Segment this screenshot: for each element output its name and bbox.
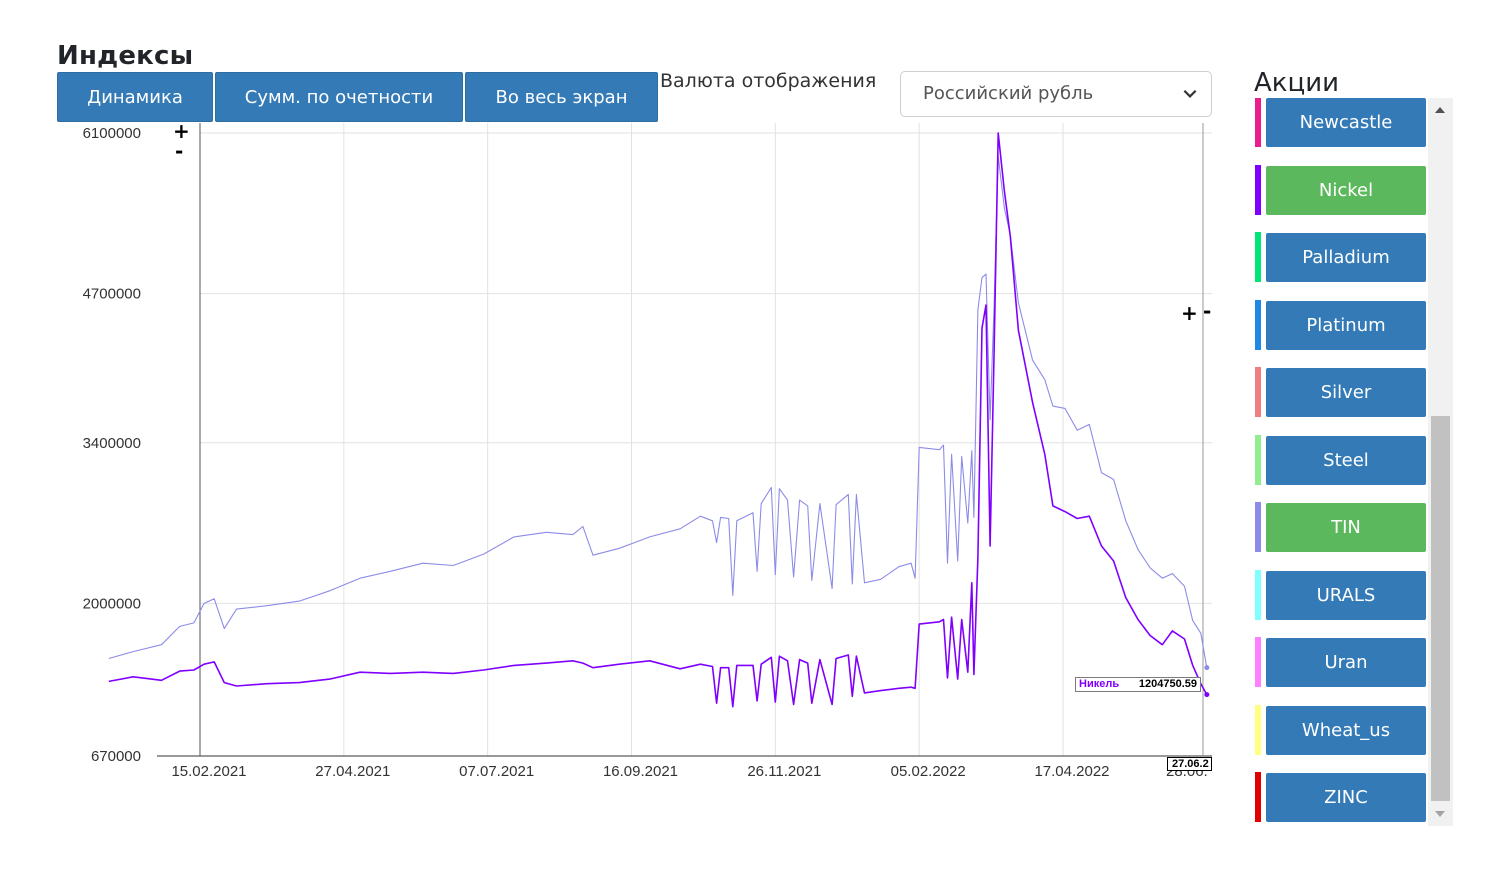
y-tick-label: 3400000: [83, 435, 141, 452]
series-color-swatch: [1255, 569, 1261, 620]
stock-item: Nickel: [1254, 164, 1429, 216]
series-color-swatch: [1255, 772, 1261, 822]
currency-select[interactable]: Российский рубль: [900, 71, 1212, 117]
y-tick-label: 2000000: [83, 595, 141, 612]
x-tick-label: 05.02.2022: [891, 763, 966, 780]
x-tick-label: 16.09.2021: [603, 763, 678, 780]
stocks-title: Акции: [1254, 68, 1339, 98]
stock-button-silver[interactable]: Silver: [1266, 368, 1426, 417]
x-tick-label: 26.11.2021: [747, 763, 821, 780]
line-chart: 6100000 4700000 3400000 2000000 670000 15.02.…: [83, 123, 1212, 780]
stock-button-urals[interactable]: URALS: [1266, 570, 1426, 620]
series-color-swatch: [1255, 704, 1261, 755]
stocks-list: Newcastle Nickel Palladium Platinum Silver St…: [1254, 98, 1454, 826]
y-zoom-in-button[interactable]: +: [173, 119, 190, 143]
scroll-up-icon[interactable]: [1435, 107, 1445, 113]
x-zoom-in-button[interactable]: +: [1181, 301, 1198, 325]
stock-button-wheat-us[interactable]: Wheat_us: [1266, 705, 1426, 755]
x-tick-label: 15.02.2021: [171, 763, 246, 780]
stock-item: TIN: [1254, 502, 1429, 553]
scroll-down-icon[interactable]: [1435, 811, 1445, 817]
series-end-point: [1204, 665, 1210, 671]
stock-button-newcastle[interactable]: Newcastle: [1266, 98, 1426, 147]
stock-button-platinum[interactable]: Platinum: [1266, 300, 1426, 350]
series-end-point: [1204, 692, 1210, 698]
currency-label: Валюта отображения: [660, 70, 877, 92]
page-title: Индексы: [57, 41, 194, 71]
stock-button-tin[interactable]: TIN: [1266, 503, 1426, 552]
stock-button-zinc[interactable]: ZINC: [1266, 773, 1426, 822]
series-line-nickel: [108, 132, 1208, 708]
y-tick-label: 670000: [91, 748, 141, 765]
series-color-swatch: [1255, 232, 1261, 282]
stock-item: Steel: [1254, 434, 1429, 486]
series-line-tin: [108, 155, 1208, 668]
stock-button-steel[interactable]: Steel: [1266, 435, 1426, 485]
fullscreen-button[interactable]: Во весь экран: [465, 72, 658, 122]
stocks-scrollbar[interactable]: [1428, 98, 1453, 826]
stock-item: Wheat_us: [1254, 704, 1429, 756]
y-zoom-out-button[interactable]: -: [175, 139, 184, 163]
stock-button-uran[interactable]: Uran: [1266, 638, 1426, 687]
stock-item: ZINC: [1254, 772, 1429, 823]
stock-item: Silver: [1254, 367, 1429, 418]
dynamics-button[interactable]: Динамика: [57, 72, 213, 122]
y-tick-label: 6100000: [83, 125, 141, 142]
stock-item: Platinum: [1254, 299, 1429, 351]
value-tooltip: Никель 1204750.59: [1075, 677, 1201, 692]
series-color-swatch: [1255, 299, 1261, 350]
cursor-date-label: 27.06.2: [1167, 757, 1212, 771]
series-color-swatch: [1255, 637, 1261, 687]
stock-item: Uran: [1254, 637, 1429, 688]
stock-item: Palladium: [1254, 232, 1429, 283]
chevron-down-icon: [1183, 89, 1197, 98]
y-tick-label: 4700000: [83, 286, 141, 303]
series-color-swatch: [1255, 434, 1261, 485]
currency-selected-value: Российский рубль: [923, 83, 1094, 104]
stock-button-palladium[interactable]: Palladium: [1266, 233, 1426, 282]
x-tick-label: 07.07.2021: [459, 763, 534, 780]
stock-item: Newcastle: [1254, 98, 1429, 148]
x-tick-label: 27.04.2021: [315, 763, 390, 780]
stock-button-nickel[interactable]: Nickel: [1266, 165, 1426, 215]
x-tick-label: 17.04.2022: [1034, 763, 1109, 780]
toolbar: Динамика Сумм. по очетности Во весь экра…: [57, 72, 660, 122]
stock-item: URALS: [1254, 569, 1429, 621]
tooltip-value: 1204750.59: [1138, 678, 1197, 690]
scrollbar-thumb[interactable]: [1431, 416, 1450, 801]
series-color-swatch: [1255, 164, 1261, 215]
sum-by-queue-button[interactable]: Сумм. по очетности: [215, 72, 463, 122]
series-color-swatch: [1255, 367, 1261, 417]
series-color-swatch: [1255, 502, 1261, 552]
series-color-swatch: [1255, 98, 1261, 147]
chart-area: 6100000 4700000 3400000 2000000 670000 15.02.…: [83, 123, 1212, 780]
x-zoom-out-button[interactable]: -: [1203, 299, 1212, 323]
tooltip-series-name: Никель: [1079, 678, 1120, 690]
